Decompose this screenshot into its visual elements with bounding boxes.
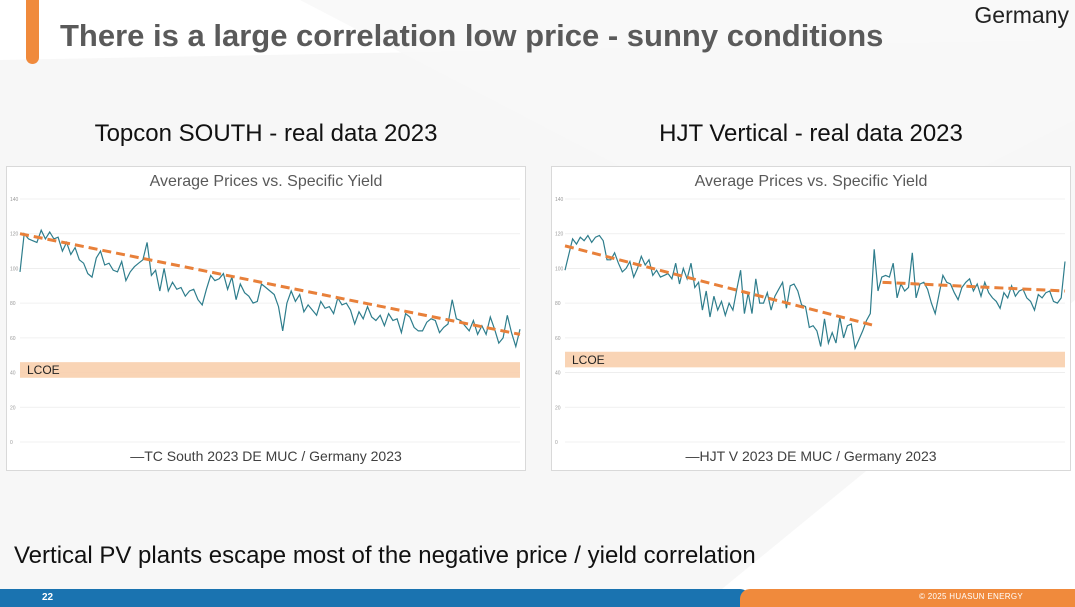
- chart-topcon-svg: 0 20 40 60 80 100 120 140: [10, 197, 521, 446]
- chart-hjt-vertical: 0 20 40 60 80 100 120 140 Average Prices vs. Sp…: [551, 166, 1071, 471]
- trend-line: [882, 280, 1066, 293]
- y-tick-label: 100: [10, 266, 19, 272]
- lcoe-label: LCOE: [572, 352, 605, 367]
- trend-line: [19, 232, 521, 336]
- chart-legend: —HJT V 2023 DE MUC / Germany 2023: [685, 448, 937, 464]
- series-line: [564, 234, 1066, 351]
- y-tick-label: 60: [10, 336, 16, 342]
- y-tick-label: 20: [10, 405, 16, 411]
- copyright-text: © 2025 HUASUN ENERGY: [919, 592, 1023, 601]
- y-tick-label: 80: [555, 301, 561, 307]
- y-tick-label: 120: [555, 232, 564, 238]
- trend-line: [564, 244, 876, 328]
- page-number: 22: [42, 592, 54, 603]
- y-tick-label: 0: [10, 440, 13, 446]
- right-panel-title: HJT Vertical - real data 2023: [659, 120, 963, 147]
- y-tick-label: 40: [10, 371, 16, 377]
- slide-footnote: Vertical PV plants escape most of the ne…: [14, 542, 756, 569]
- left-panel-title: Topcon SOUTH - real data 2023: [94, 120, 438, 147]
- y-tick-label: 100: [555, 266, 564, 272]
- footer-bar-orange: [740, 589, 1075, 607]
- y-tick-label: 140: [555, 197, 564, 203]
- y-tick-label: 40: [555, 371, 561, 377]
- footer-bar-blue: [0, 589, 750, 607]
- country-label: Germany: [974, 2, 1069, 28]
- y-tick-label: 140: [10, 197, 19, 203]
- y-tick-label: 80: [10, 301, 16, 307]
- series-line: [19, 228, 521, 349]
- chart-hjt-svg: 0 20 40 60 80 100 120 140: [555, 197, 1066, 446]
- y-tick-label: 120: [10, 232, 19, 238]
- lcoe-band: [20, 362, 520, 378]
- chart-legend: —TC South 2023 DE MUC / Germany 2023: [130, 448, 402, 464]
- slide-title: There is a large correlation low price -…: [60, 18, 884, 53]
- chart-title: Average Prices vs. Specific Yield: [149, 173, 383, 190]
- y-tick-label: 0: [555, 440, 558, 446]
- y-tick-label: 20: [555, 405, 561, 411]
- title-accent-bar: [26, 0, 39, 64]
- y-tick-label: 60: [555, 336, 561, 342]
- chart-title: Average Prices vs. Specific Yield: [694, 173, 928, 190]
- lcoe-band: [565, 351, 1065, 368]
- lcoe-label: LCOE: [27, 362, 60, 377]
- chart-topcon-south: 0 20 40 60 80 100 120 140 Average Prices vs. Sp…: [6, 166, 526, 471]
